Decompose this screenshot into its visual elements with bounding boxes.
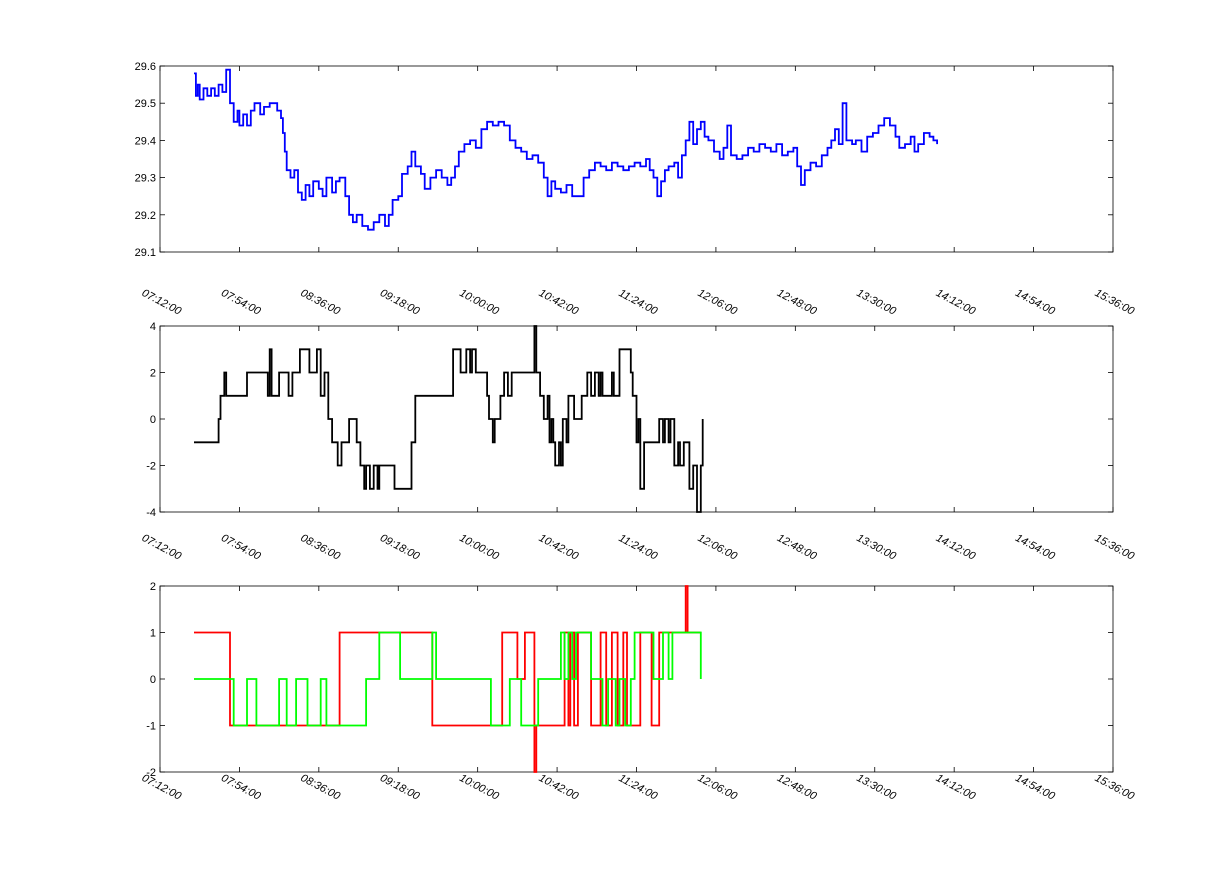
x-tick-label: 12:06:00	[696, 532, 740, 563]
x-tick-label: 14:54:00	[1013, 532, 1057, 563]
x-tick-label: 12:48:00	[775, 532, 819, 563]
y-tick-label: 2	[150, 368, 156, 380]
price-panel: 07:12:00 07:54:00 08:36:00 09:18:00 10:00:00…	[135, 61, 1137, 318]
x-tick-label: 13:30:00	[854, 287, 898, 318]
y-tick-label: 1	[150, 628, 156, 640]
y-tick-label: 29.2	[135, 210, 156, 222]
x-tick-label: 13:30:00	[854, 772, 898, 803]
x-tick-label: 11:24:00	[617, 287, 660, 318]
x-tick-label: 14:12:00	[934, 287, 978, 318]
x-tick-label: 07:54:00	[219, 772, 263, 803]
y-tick-label: 29.5	[135, 98, 156, 110]
y-tick-label: 0	[150, 674, 156, 686]
x-tick-label: 11:24:00	[617, 532, 660, 563]
series-line	[194, 631, 702, 727]
x-tick-label: 10:00:00	[457, 287, 501, 318]
x-tick-label: 14:12:00	[934, 532, 978, 563]
signal-panel: 07:12:00 07:54:00 08:36:00 09:18:00 10:00:00…	[140, 321, 1137, 563]
x-tick-label: 12:06:00	[696, 287, 740, 318]
series-line	[194, 325, 704, 513]
x-tick-label: 15:36:00	[1093, 772, 1137, 803]
x-tick-label: 10:00:00	[457, 532, 501, 563]
x-tick-label: 09:18:00	[378, 772, 422, 803]
x-tick-label: 10:42:00	[537, 287, 581, 318]
x-tick-label: 08:36:00	[299, 532, 343, 563]
y-tick-label: -1	[146, 721, 156, 733]
y-tick-label: 4	[150, 321, 156, 333]
y-tick-label: 29.3	[135, 173, 156, 185]
y-tick-label: 2	[150, 581, 156, 593]
x-tick-label: 10:00:00	[457, 772, 501, 803]
x-tick-label: 09:18:00	[378, 532, 422, 563]
x-tick-label: 15:36:00	[1093, 287, 1137, 318]
x-tick-label: 08:36:00	[299, 772, 343, 803]
y-tick-label: 29.6	[135, 61, 156, 73]
x-tick-label: 14:54:00	[1013, 287, 1057, 318]
x-tick-label: 15:36:00	[1093, 532, 1137, 563]
position-panel: 07:12:00 07:54:00 08:36:00 09:18:00 10:00:00…	[140, 581, 1137, 803]
x-tick-label: 07:12:00	[140, 287, 184, 318]
x-tick-label: 10:42:00	[537, 772, 581, 803]
x-tick-label: 14:12:00	[934, 772, 978, 803]
y-tick-label: 0	[150, 414, 156, 426]
y-tick-label: -2	[146, 461, 156, 473]
x-tick-label: 12:48:00	[775, 772, 819, 803]
x-tick-label: 11:24:00	[617, 772, 660, 803]
series-line	[194, 68, 938, 231]
x-tick-label: 07:12:00	[140, 532, 184, 563]
x-tick-label: 12:06:00	[696, 772, 740, 803]
x-tick-label: 12:48:00	[775, 287, 819, 318]
y-tick-label: 29.1	[135, 247, 156, 259]
x-tick-label: 14:54:00	[1013, 772, 1057, 803]
x-tick-label: 09:18:00	[378, 287, 422, 318]
x-tick-label: 07:54:00	[219, 287, 263, 318]
x-tick-label: 07:54:00	[219, 532, 263, 563]
axes-frame	[159, 65, 1114, 253]
x-tick-label: 13:30:00	[854, 532, 898, 563]
y-tick-label: -4	[146, 507, 156, 519]
y-tick-label: -2	[146, 767, 156, 779]
axes-frame	[159, 585, 1114, 773]
x-tick-label: 08:36:00	[299, 287, 343, 318]
y-tick-label: 29.4	[135, 135, 156, 147]
x-tick-label: 10:42:00	[537, 532, 581, 563]
